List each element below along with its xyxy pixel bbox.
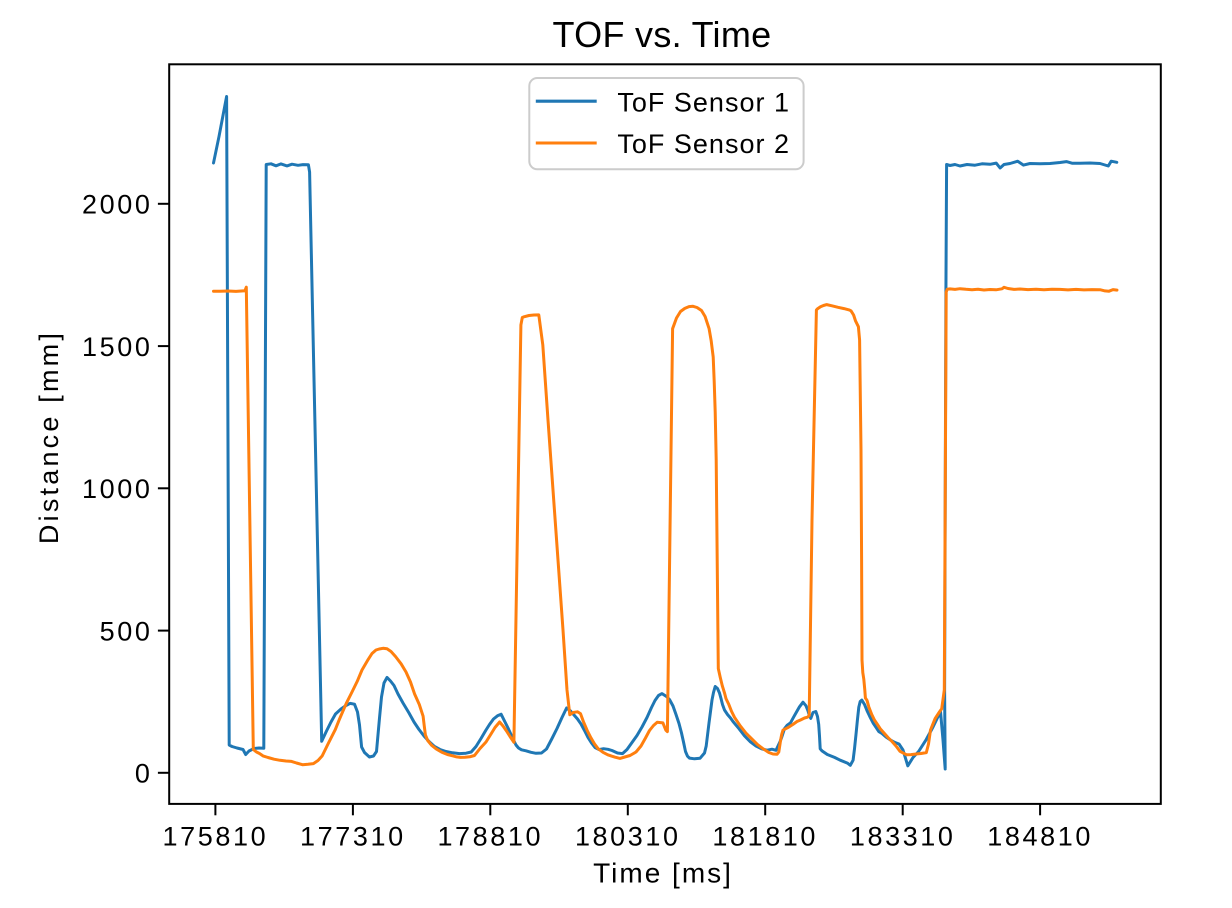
svg-text:1500: 1500 [82, 332, 152, 362]
svg-text:TOF vs. Time: TOF vs. Time [553, 14, 772, 55]
svg-text:178810: 178810 [437, 822, 543, 852]
svg-text:2000: 2000 [82, 190, 152, 220]
svg-text:Time [ms]: Time [ms] [593, 858, 733, 889]
svg-text:184810: 184810 [987, 822, 1093, 852]
svg-text:180310: 180310 [575, 822, 681, 852]
svg-text:175810: 175810 [163, 822, 269, 852]
svg-text:ToF Sensor 1: ToF Sensor 1 [617, 87, 790, 117]
svg-text:1000: 1000 [82, 474, 152, 504]
svg-text:Distance [mm]: Distance [mm] [34, 330, 64, 544]
svg-text:500: 500 [100, 616, 153, 646]
svg-text:183310: 183310 [850, 822, 956, 852]
svg-text:0: 0 [135, 759, 153, 789]
svg-text:ToF Sensor 2: ToF Sensor 2 [617, 129, 790, 159]
svg-text:181810: 181810 [712, 822, 818, 852]
svg-text:177310: 177310 [300, 822, 406, 852]
